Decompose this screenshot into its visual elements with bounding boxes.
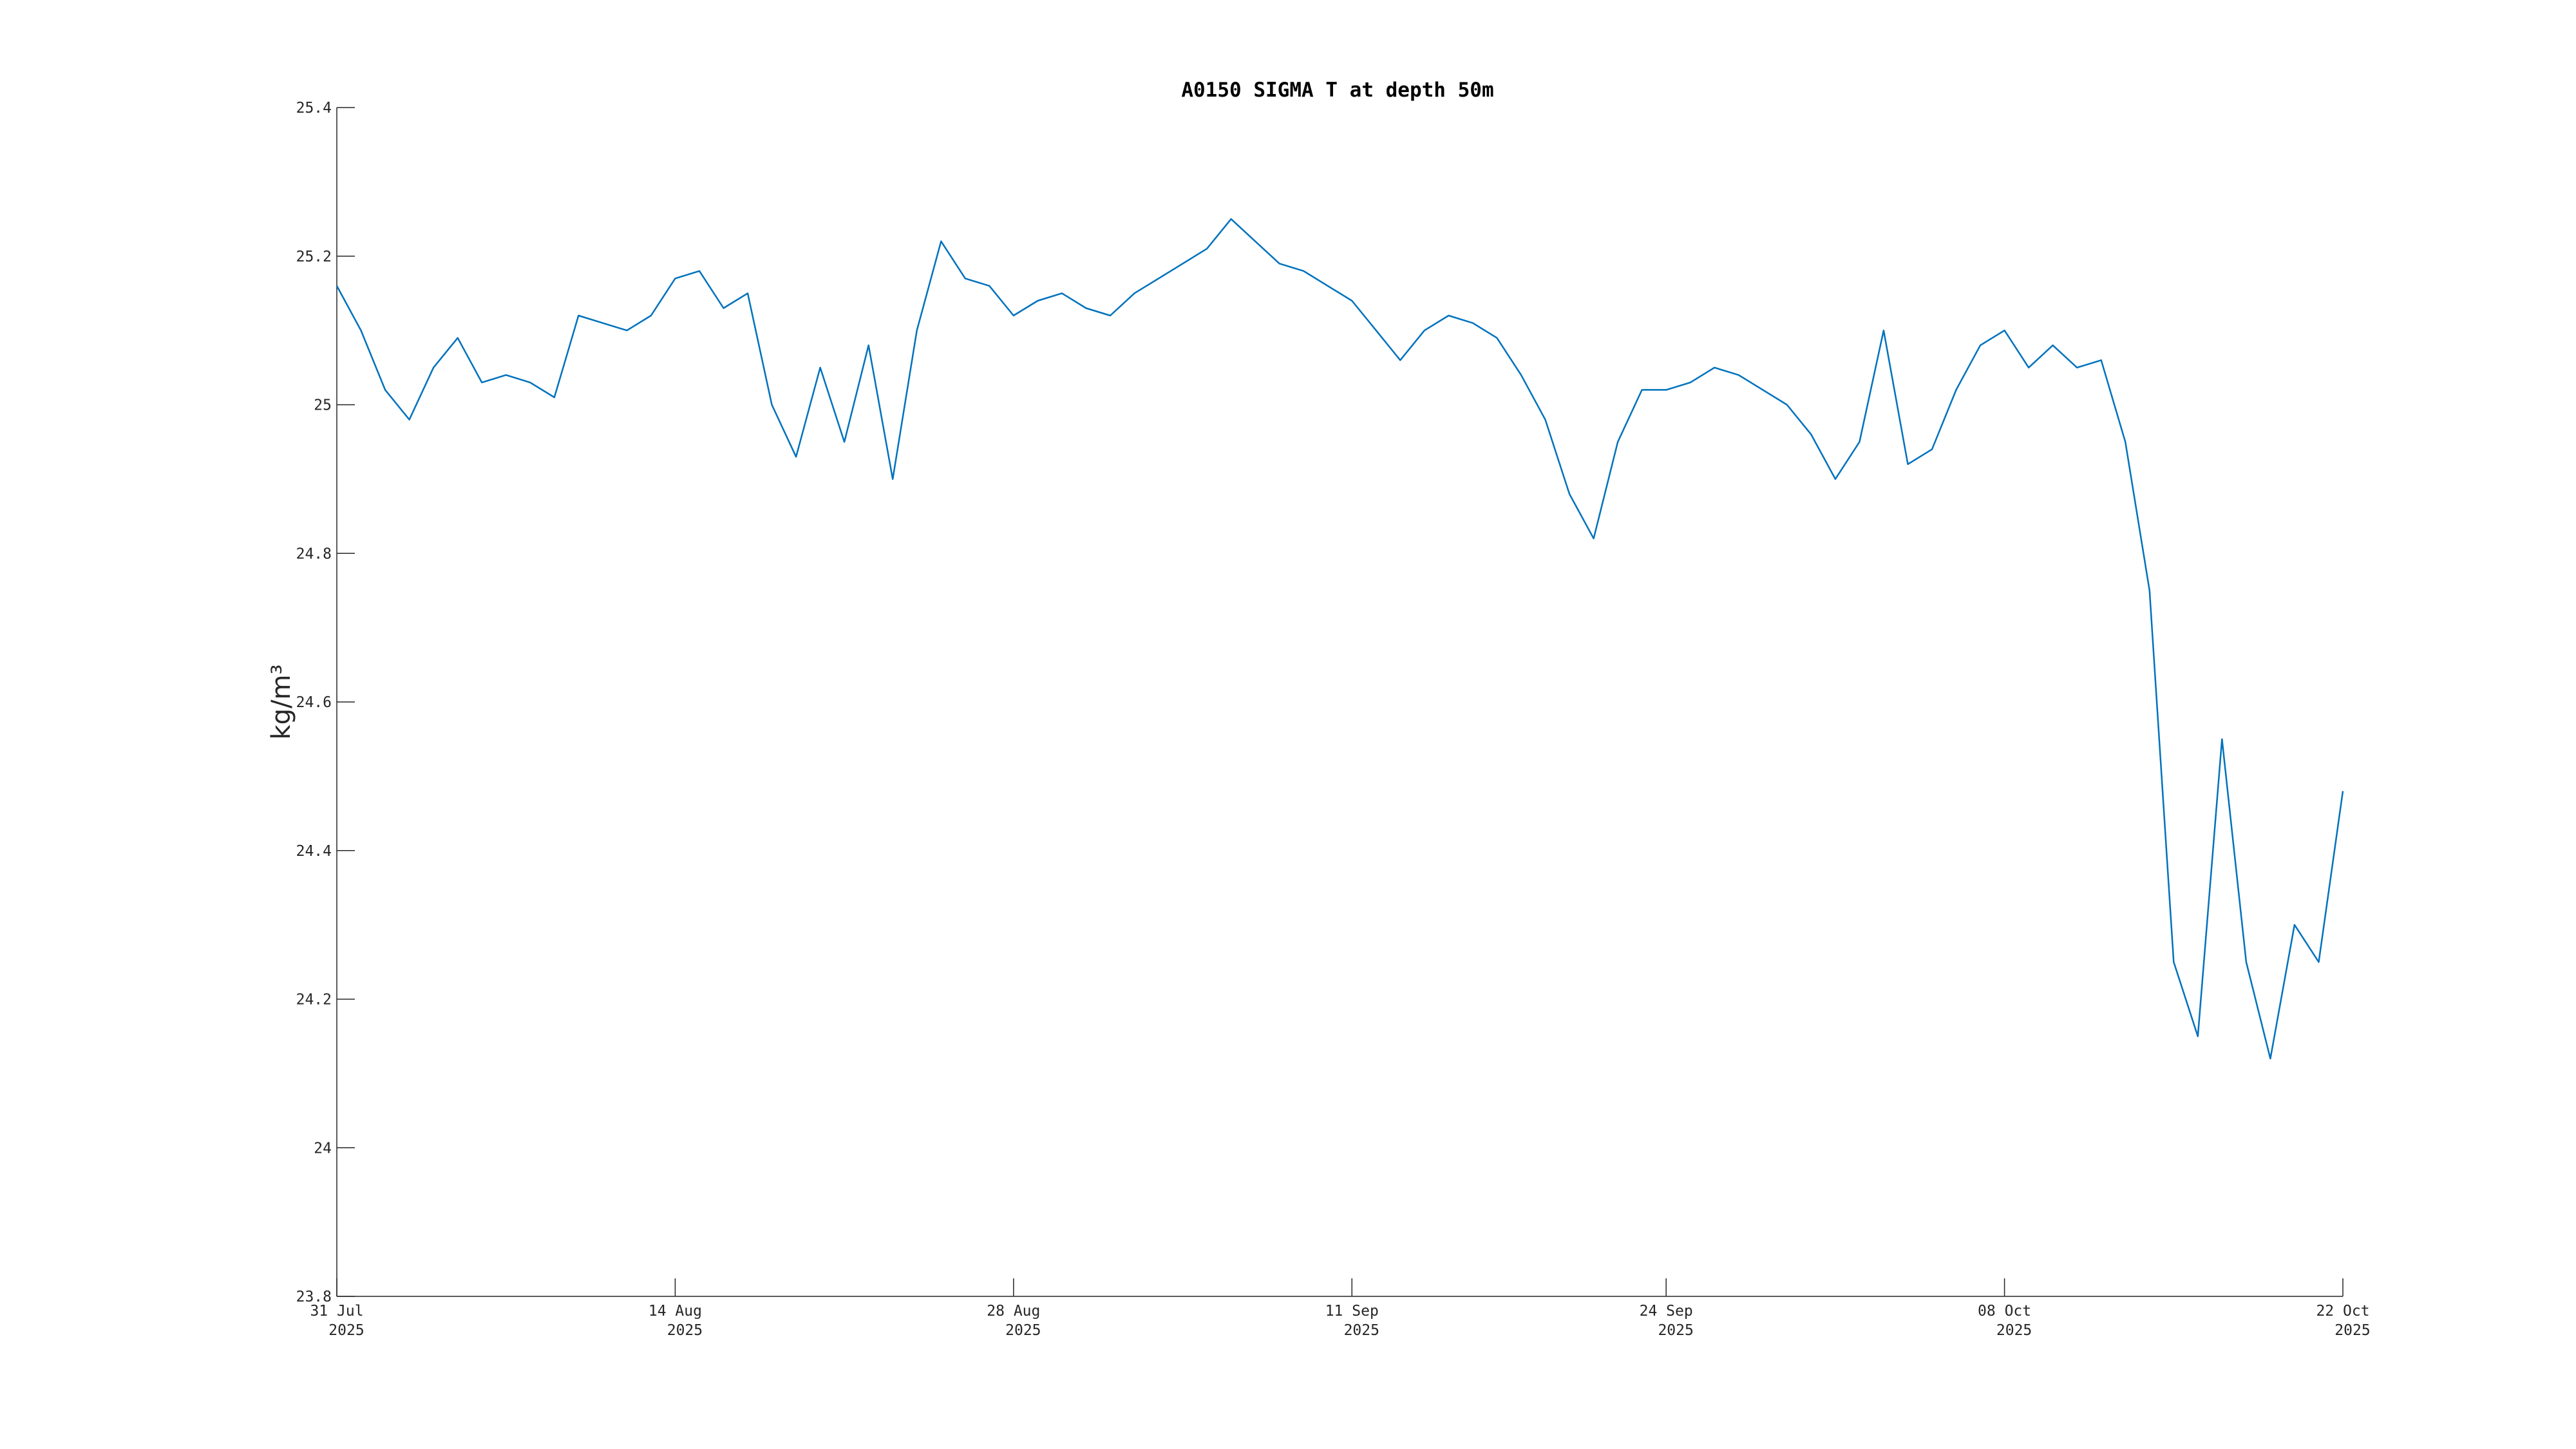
x-tick-year: 2025	[1344, 1322, 1379, 1339]
x-tick-label: 24 Sep	[1640, 1303, 1693, 1320]
x-tick-label: 11 Sep	[1325, 1303, 1379, 1320]
x-tick-year: 2025	[1005, 1322, 1041, 1339]
y-tick-label: 23.8	[296, 1289, 332, 1305]
x-tick-label: 08 Oct	[1978, 1303, 2031, 1320]
y-tick-label: 24.4	[296, 843, 332, 860]
y-tick-label: 24	[314, 1140, 332, 1157]
y-tick-label: 24.2	[296, 992, 332, 1009]
y-tick-label: 25.2	[296, 249, 332, 265]
data-line	[336, 218, 2344, 1060]
x-tick-label: 14 Aug	[649, 1303, 702, 1320]
y-axis-label: kg/m³	[267, 664, 296, 739]
y-tick-label: 25	[314, 397, 332, 414]
x-tick-year: 2025	[328, 1322, 364, 1339]
y-tick-label: 24.6	[296, 694, 332, 711]
y-tick-label: 24.8	[296, 545, 332, 562]
chart-title: A0150 SIGMA T at depth 50m	[1181, 79, 1493, 102]
x-tick-year: 2025	[1996, 1322, 2032, 1339]
x-tick-year: 2025	[2334, 1322, 2370, 1339]
x-tick-label: 22 Oct	[2316, 1303, 2369, 1320]
x-tick-label: 31 Jul	[310, 1303, 363, 1320]
x-tick-year: 2025	[1658, 1322, 1693, 1339]
x-tick-label: 28 Aug	[987, 1303, 1040, 1320]
x-tick-year: 2025	[667, 1322, 703, 1339]
y-tick-label: 25.4	[296, 100, 332, 117]
